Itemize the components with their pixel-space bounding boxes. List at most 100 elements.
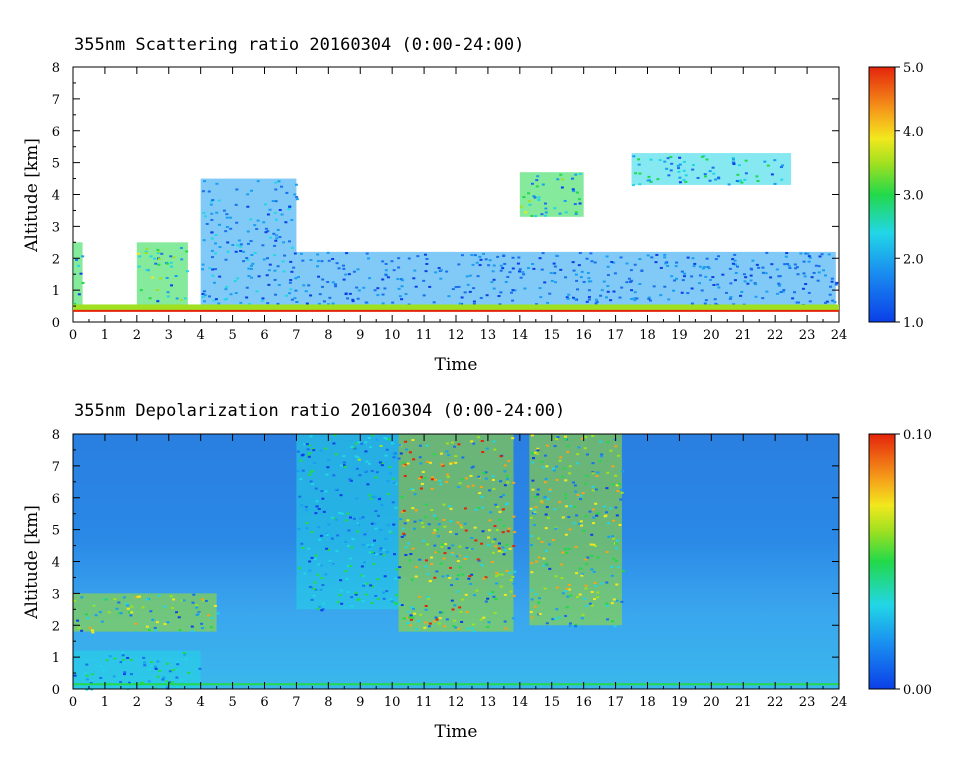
scattering-ratio-region-5 <box>631 153 792 187</box>
x-tick-label: 13 <box>480 695 497 710</box>
y-tick-label: 4 <box>52 556 60 571</box>
x-tick-label: 12 <box>448 695 465 710</box>
y-tick-label: 1 <box>52 651 60 666</box>
colorbar-label: 3.0 <box>903 189 924 204</box>
colorbar-label: 0.10 <box>903 428 932 443</box>
x-tick-label: 13 <box>480 328 497 343</box>
depolarization-ratio-y-label: Altitude [km] <box>22 505 42 620</box>
x-tick-label: 24 <box>831 328 848 343</box>
y-tick-label: 2 <box>52 252 60 267</box>
y-tick-label: 8 <box>52 428 60 443</box>
x-tick-label: 15 <box>543 695 560 710</box>
x-tick-label: 17 <box>607 695 624 710</box>
scattering-ratio-colorbar: 1.0 2.0 3.0 4.0 5.0 <box>868 61 924 331</box>
scattering-ratio-title: 355nm Scattering ratio 20160304 (0:00-24… <box>74 35 524 55</box>
y-tick-label: 7 <box>52 460 60 475</box>
scattering-ratio-x-ticks: 0 1 2 3 4 5 6 7 8 9 10 11 12 13 14 15 16 17 18 19 20 21 22 23 24 <box>69 67 847 343</box>
x-tick-label: 5 <box>228 695 236 710</box>
x-tick-label: 1 <box>101 328 109 343</box>
y-tick-label: 6 <box>52 492 60 507</box>
x-tick-label: 16 <box>575 328 592 343</box>
x-tick-label: 7 <box>292 695 300 710</box>
x-tick-label: 19 <box>671 328 688 343</box>
scattering-ratio-x-label: Time <box>435 355 478 375</box>
x-tick-label: 15 <box>543 328 560 343</box>
depolarization-ratio-colorbar: 0.00 0.10 <box>868 428 932 698</box>
x-tick-label: 11 <box>416 695 433 710</box>
y-tick-label: 2 <box>52 619 60 634</box>
x-tick-label: 0 <box>69 328 77 343</box>
y-tick-label: 3 <box>52 587 60 602</box>
y-tick-label: 0 <box>52 316 60 331</box>
scattering-ratio-region-3 <box>296 251 839 311</box>
depolarization-ratio-panel: 355nm Depolarization ratio 20160304 (0:0… <box>22 401 932 742</box>
x-tick-label: 3 <box>165 328 173 343</box>
y-tick-label: 3 <box>52 220 60 235</box>
x-tick-label: 12 <box>448 328 465 343</box>
x-tick-label: 6 <box>260 328 268 343</box>
x-tick-label: 22 <box>767 328 784 343</box>
x-tick-label: 4 <box>197 328 205 343</box>
depolarization-ratio-region-2 <box>296 434 402 612</box>
x-tick-label: 16 <box>575 695 592 710</box>
colorbar-label: 5.0 <box>903 61 924 76</box>
y-tick-label: 6 <box>52 125 60 140</box>
x-tick-label: 23 <box>799 328 816 343</box>
scattering-ratio-region-4 <box>519 172 584 218</box>
y-tick-label: 8 <box>52 61 60 76</box>
depolarization-ratio-plot <box>73 434 839 691</box>
depolarization-ratio-region-0 <box>398 434 517 633</box>
scattering-ratio-region-2 <box>200 178 299 311</box>
x-tick-label: 8 <box>324 695 332 710</box>
x-tick-label: 11 <box>416 328 433 343</box>
x-tick-label: 4 <box>197 695 205 710</box>
x-tick-label: 0 <box>69 695 77 710</box>
scattering-ratio-y-label: Altitude [km] <box>22 138 42 253</box>
x-tick-label: 8 <box>324 328 332 343</box>
y-tick-label: 7 <box>52 93 60 108</box>
x-tick-label: 23 <box>799 695 816 710</box>
x-tick-label: 18 <box>639 328 656 343</box>
x-tick-label: 3 <box>165 695 173 710</box>
y-tick-label: 1 <box>52 284 60 299</box>
colorbar-label: 2.0 <box>903 252 924 267</box>
x-tick-label: 20 <box>703 695 720 710</box>
x-tick-label: 21 <box>735 695 752 710</box>
scattering-ratio-region-1 <box>136 242 189 311</box>
y-tick-label: 4 <box>52 189 60 204</box>
x-tick-label: 14 <box>512 328 529 343</box>
colorbar-label: 4.0 <box>903 125 924 140</box>
x-tick-label: 9 <box>356 695 364 710</box>
scattering-ratio-y-ticks: 0 1 2 3 4 5 6 7 8 <box>52 61 839 331</box>
x-tick-label: 18 <box>639 695 656 710</box>
x-tick-label: 9 <box>356 328 364 343</box>
x-tick-label: 19 <box>671 695 688 710</box>
x-tick-label: 14 <box>512 695 529 710</box>
x-tick-label: 5 <box>228 328 236 343</box>
y-tick-label: 5 <box>52 524 60 539</box>
depolarization-ratio-region-1 <box>529 434 625 628</box>
depolarization-ratio-x-label: Time <box>435 722 478 742</box>
colorbar-label: 0.00 <box>903 683 932 698</box>
y-tick-label: 0 <box>52 683 60 698</box>
depolarization-ratio-y-ticks: 0 1 2 3 4 5 6 7 8 <box>52 428 839 698</box>
x-tick-label: 2 <box>133 695 141 710</box>
boundary-layer-band <box>73 304 839 311</box>
depolarization-ratio-title: 355nm Depolarization ratio 20160304 (0:0… <box>74 401 565 421</box>
depolarization-ratio-region-3 <box>73 593 220 634</box>
x-tick-label: 2 <box>133 328 141 343</box>
x-tick-label: 20 <box>703 328 720 343</box>
x-tick-label: 21 <box>735 328 752 343</box>
scattering-ratio-plot <box>72 66 840 323</box>
x-tick-label: 17 <box>607 328 624 343</box>
scattering-ratio-panel: 355nm Scattering ratio 20160304 (0:00-24… <box>22 35 924 375</box>
x-tick-label: 10 <box>384 695 401 710</box>
x-tick-label: 7 <box>292 328 300 343</box>
x-tick-label: 24 <box>831 695 848 710</box>
x-tick-label: 1 <box>101 695 109 710</box>
depolarization-ratio-x-ticks: 0 1 2 3 4 5 6 7 8 9 10 11 12 13 14 15 16 17 18 19 20 21 22 23 24 <box>69 434 847 710</box>
x-tick-label: 10 <box>384 328 401 343</box>
y-tick-label: 5 <box>52 157 60 172</box>
x-tick-label: 22 <box>767 695 784 710</box>
